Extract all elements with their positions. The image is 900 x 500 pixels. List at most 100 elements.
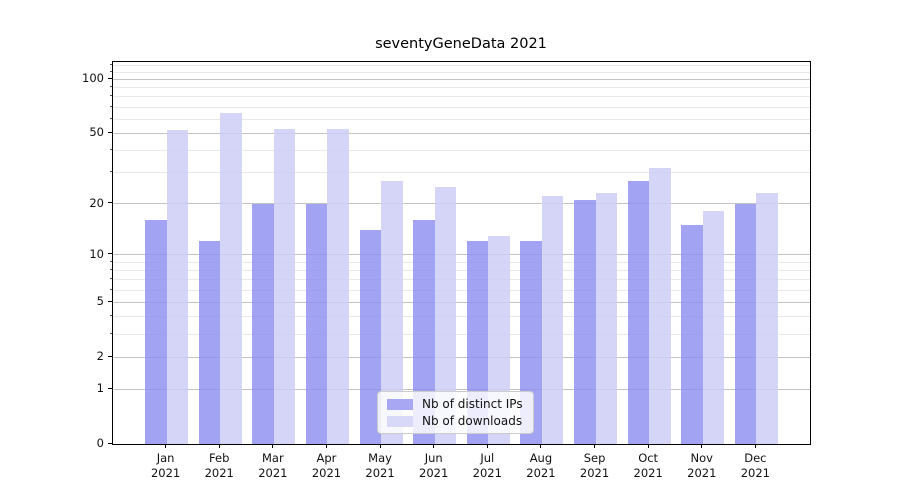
x-tick-mark [272, 444, 274, 448]
x-tick-label-apr: Apr 2021 [311, 451, 342, 480]
gridline-major [113, 78, 810, 80]
gridline-minor [113, 289, 810, 291]
y-minor-tick-mark [110, 63, 112, 65]
chart-title: seventyGeneData 2021 [375, 36, 547, 52]
y-minor-tick-mark [110, 149, 112, 151]
x-tick-mark [218, 444, 220, 448]
y-tick-mark [108, 442, 112, 444]
y-tick-label: 0 [96, 436, 104, 450]
bar-downloads-apr [327, 128, 349, 444]
bar-downloads-sep [595, 192, 617, 444]
gridline-major [113, 254, 810, 256]
x-tick-label-oct: Oct 2021 [633, 451, 663, 480]
x-tick-mark [433, 444, 435, 448]
gridline-minor [113, 71, 810, 73]
gridline-minor [113, 334, 810, 335]
y-tick-label: 10 [89, 246, 104, 261]
gridline-minor [113, 64, 810, 66]
y-minor-tick-mark [110, 105, 112, 107]
legend-label: Nb of distinct IPs [422, 397, 523, 411]
bar-distinct-ips-jun [413, 220, 435, 444]
x-tick-mark [165, 444, 167, 448]
bar-downloads-mar [273, 128, 296, 444]
y-minor-tick-mark [110, 278, 112, 280]
gridline-minor [113, 96, 810, 98]
x-tick-mark [486, 444, 488, 448]
legend: Nb of distinct IPs Nb of downloads [377, 391, 534, 434]
y-minor-tick-mark [110, 117, 112, 119]
bar-distinct-ips-nov [681, 225, 703, 444]
x-tick-label-jan: Jan 2021 [150, 451, 181, 480]
legend-label: Nb of downloads [422, 414, 523, 428]
gridline-major [113, 356, 810, 358]
gridline-major [113, 301, 810, 303]
gridline-minor [113, 269, 810, 271]
bar-distinct-ips-jan [145, 220, 167, 444]
y-tick-mark [108, 387, 112, 389]
x-tick-mark [379, 444, 381, 448]
y-tick-mark [108, 77, 112, 79]
y-tick-label: 50 [89, 125, 104, 140]
y-tick-label: 5 [96, 294, 104, 309]
gridline-minor [113, 150, 810, 152]
y-tick-mark [108, 300, 112, 302]
gridline-minor [113, 106, 810, 108]
bar-distinct-ips-may [359, 230, 382, 444]
bar-distinct-ips-oct [627, 180, 650, 444]
x-tick-label-aug: Aug 2021 [526, 451, 556, 480]
x-tick-mark [540, 444, 542, 448]
x-tick-mark [754, 444, 756, 448]
y-minor-tick-mark [110, 70, 112, 72]
gridline-minor [113, 279, 810, 281]
gridline-minor [113, 261, 810, 263]
x-tick-mark [594, 444, 596, 448]
y-minor-tick-mark [110, 315, 112, 317]
x-tick-label-may: May 2021 [365, 451, 395, 480]
y-minor-tick-mark [110, 288, 112, 290]
bar-distinct-ips-sep [574, 199, 596, 444]
bar-distinct-ips-dec [734, 203, 757, 444]
x-tick-mark [701, 444, 703, 448]
x-tick-mark [647, 444, 649, 448]
x-tick-label-jun: Jun 2021 [419, 451, 449, 480]
legend-swatch-icon [387, 415, 413, 427]
x-tick-label-dec: Dec 2021 [740, 451, 771, 480]
y-tick-label: 2 [96, 349, 104, 364]
y-minor-tick-mark [110, 86, 112, 88]
gridline-major [113, 388, 810, 390]
y-tick-mark [108, 253, 112, 255]
y-minor-tick-mark [110, 333, 112, 334]
y-tick-mark [108, 131, 112, 133]
gridline-minor [113, 118, 810, 120]
x-tick-label-feb: Feb 2021 [204, 451, 234, 480]
y-minor-tick-mark [110, 95, 112, 97]
y-tick-label: 100 [82, 71, 104, 86]
gridline-minor [113, 87, 810, 89]
y-tick-mark [108, 202, 112, 204]
x-tick-label-jul: Jul 2021 [472, 451, 502, 480]
bar-distinct-ips-apr [306, 203, 328, 444]
x-tick-label-nov: Nov 2021 [687, 451, 717, 480]
gridline-minor [113, 316, 810, 318]
bar-downloads-may [381, 180, 403, 444]
y-tick-label: 20 [89, 195, 104, 210]
bar-downloads-aug [541, 196, 564, 444]
y-minor-tick-mark [110, 171, 112, 173]
x-tick-label-sep: Sep 2021 [579, 451, 610, 480]
plot-area [112, 61, 811, 445]
y-minor-tick-mark [110, 260, 112, 262]
x-tick-mark [325, 444, 327, 448]
x-tick-label-mar: Mar 2021 [258, 451, 288, 480]
y-tick-label: 1 [96, 381, 104, 396]
bar-downloads-jun [434, 186, 457, 444]
gridline-major [113, 132, 810, 134]
bar-distinct-ips-mar [252, 203, 274, 444]
legend-row: Nb of downloads [387, 414, 523, 428]
gridline-minor [113, 172, 810, 174]
bar-downloads-oct [649, 167, 671, 444]
legend-row: Nb of distinct IPs [387, 397, 523, 411]
y-minor-tick-mark [110, 268, 112, 270]
bar-downloads-dec [756, 192, 778, 444]
legend-swatch-icon [387, 398, 413, 410]
